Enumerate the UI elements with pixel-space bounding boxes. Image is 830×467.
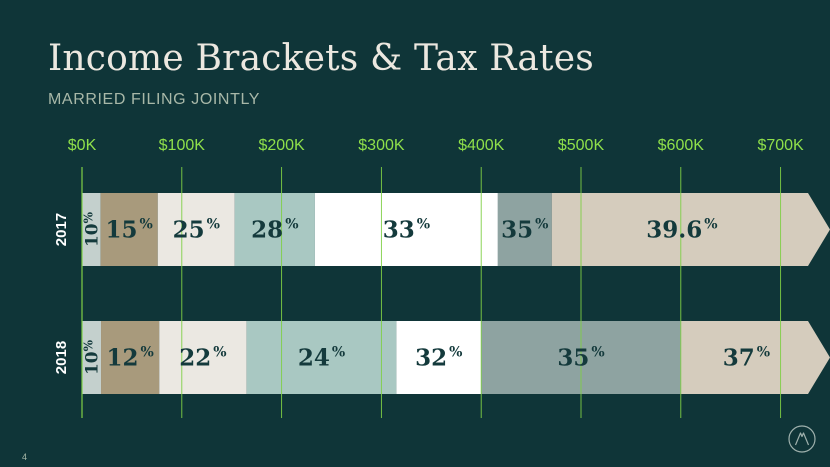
x-tick-label: $600K xyxy=(658,137,705,154)
rate-label: 25% xyxy=(173,217,220,244)
rate-label: 15% xyxy=(106,217,153,244)
rate-label: 10% xyxy=(82,339,103,375)
row-label: 2018 xyxy=(53,341,70,374)
x-tick-label: $500K xyxy=(558,137,605,154)
page-number: 4 xyxy=(22,452,28,462)
rate-label: 32% xyxy=(415,345,462,372)
bar-segment xyxy=(101,321,160,394)
row-label: 2017 xyxy=(53,213,70,246)
bar-segment xyxy=(157,193,235,266)
bar-segment xyxy=(396,321,482,394)
bar-segment xyxy=(159,321,247,394)
x-tick-label: $400K xyxy=(458,137,505,154)
page-title: Income Brackets & Tax Rates xyxy=(48,38,594,79)
rate-label: 10% xyxy=(81,211,102,247)
x-tick-label: $0K xyxy=(68,137,97,154)
logo-icon xyxy=(788,425,816,453)
x-tick-label: $200K xyxy=(258,137,305,154)
rate-label: 39.6% xyxy=(646,217,717,244)
bar-segment xyxy=(680,321,830,394)
rate-label: 37% xyxy=(723,345,770,372)
bar-segment xyxy=(100,193,158,266)
bar-segment xyxy=(82,193,101,266)
rate-label: 28% xyxy=(251,217,298,244)
x-tick-label: $100K xyxy=(159,137,206,154)
x-tick-label: $700K xyxy=(757,137,804,154)
bar-segment xyxy=(82,321,102,394)
bar-segment xyxy=(551,193,830,266)
bar-segment xyxy=(314,193,498,266)
rate-label: 22% xyxy=(179,345,226,372)
rate-label: 12% xyxy=(106,345,153,372)
rate-label: 35% xyxy=(557,345,604,372)
bar-segment xyxy=(497,193,552,266)
rate-label: 35% xyxy=(501,217,548,244)
labels-layer: $0K $100K $200K $300K $400K $500K $600K $700K 20… xyxy=(53,137,804,375)
bar-segment xyxy=(234,193,315,266)
grid-layer xyxy=(81,167,782,418)
rate-label: 24% xyxy=(298,345,345,372)
x-tick-label: $300K xyxy=(358,137,405,154)
page-subtitle: MARRIED FILING JOINTLY xyxy=(48,91,261,108)
rate-label: 33% xyxy=(383,217,430,244)
bar-segment xyxy=(246,321,397,394)
